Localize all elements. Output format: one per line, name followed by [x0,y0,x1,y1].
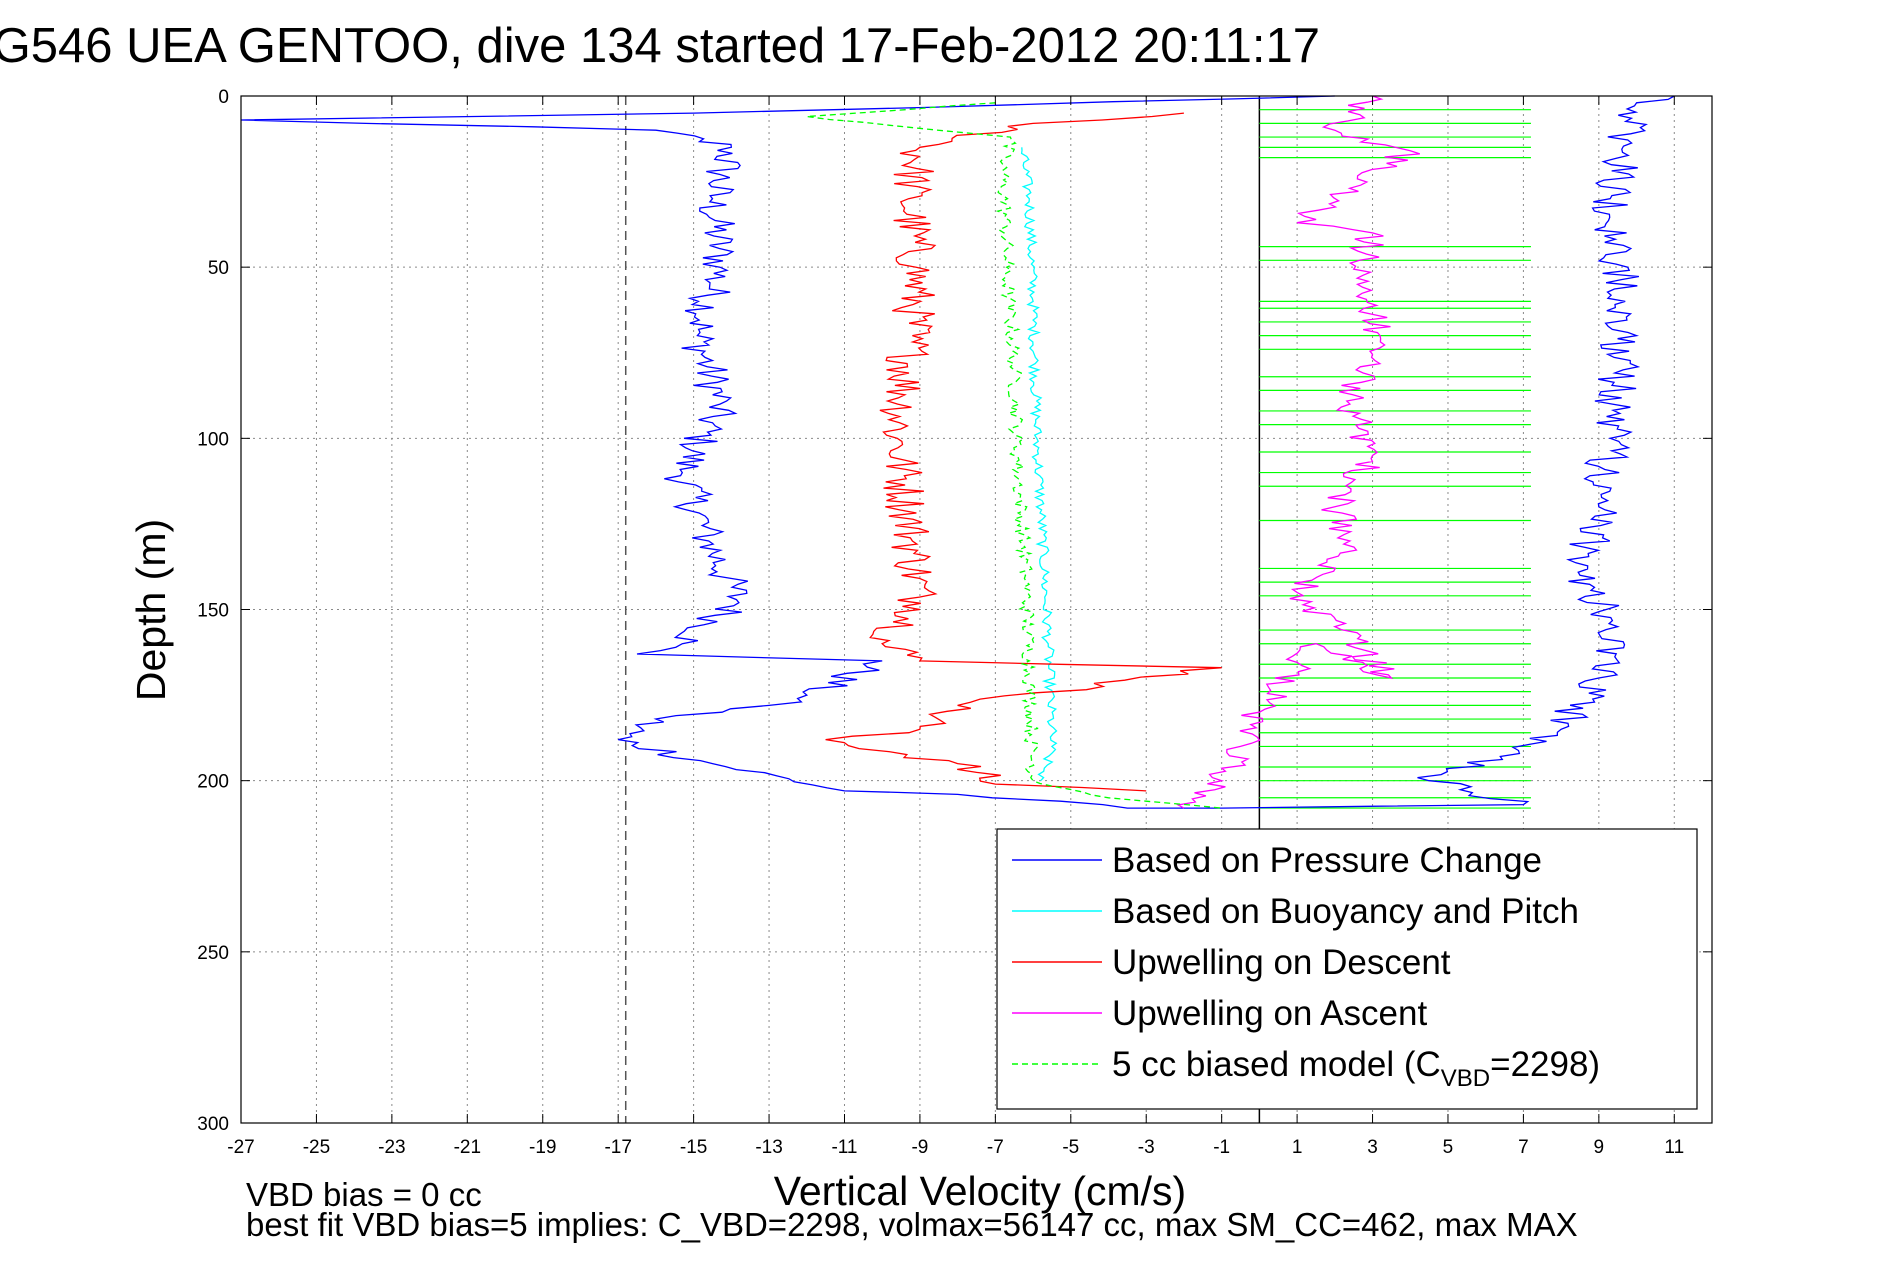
series-line-1 [240,95,1675,809]
x-tick-label: -13 [755,1137,782,1158]
model-hatch [1259,109,1531,809]
x-tick-label: -19 [529,1137,556,1158]
legend-label-text: Based on Pressure Change [1112,841,1542,880]
legend-label-2: Based on Buoyancy and Pitch [1112,892,1579,931]
series-line-4 [1176,95,1421,809]
y-tick-label: 300 [197,1114,229,1135]
x-tick-label: -7 [987,1137,1004,1158]
y-tick-label: 250 [197,943,229,964]
x-tick-label: -3 [1138,1137,1155,1158]
legend-label-subscript: VBD [1441,1065,1490,1092]
footer-line-2: best fit VBD bias=5 implies: C_VBD=2298,… [246,1206,1578,1243]
x-tick-label: -1 [1213,1137,1230,1158]
x-tick-label: -23 [378,1137,405,1158]
x-axis-label: Vertical Velocity (cm/s) [774,1168,1186,1214]
legend-box [996,828,1698,1110]
y-tick-label: 0 [218,87,229,108]
x-tick-label: 11 [1664,1137,1684,1158]
legend-label-3: Upwelling on Descent [1112,943,1451,982]
legend-label-text: Upwelling on Ascent [1112,994,1427,1033]
legend: Based on Pressure Change Based on Buoyanc… [996,828,1698,1110]
legend-label-4: Upwelling on Ascent [1112,994,1427,1033]
legend-label-tail: =2298) [1490,1045,1600,1084]
x-tick-label: -11 [831,1137,857,1158]
x-tick-label: 9 [1594,1137,1605,1158]
x-tick-label: 5 [1443,1137,1454,1158]
series-line-2 [1020,147,1058,782]
y-axis-label: Depth (m) [128,519,174,701]
series-line-3 [825,112,1222,792]
x-ticks: -27 -25 -23 -21 -19 -17 -15 -13 -11 -9 -7 -5 -3 -1 1 3 5… [227,96,1684,1158]
x-tick-label: -25 [303,1137,330,1158]
y-tick-label: 200 [197,772,229,793]
x-tick-label: -17 [604,1137,631,1158]
legend-label-text: 5 cc biased model (C [1112,1045,1441,1084]
x-tick-label: -27 [227,1137,254,1158]
legend-label-1: Based on Pressure Change [1112,841,1542,880]
footer-line-1: VBD bias = 0 cc [246,1176,482,1213]
x-tick-label: -5 [1062,1137,1079,1158]
x-tick-label: 7 [1518,1137,1529,1158]
series-group [240,95,1675,809]
y-tick-label: 100 [197,429,229,450]
chart-title: SG546 UEA GENTOO, dive 134 started 17-Fe… [0,19,1320,73]
y-tick-label: 150 [197,601,229,622]
y-ticks: 0 50 100 150 200 250 300 [197,87,1712,1135]
x-tick-label: 1 [1292,1137,1303,1158]
x-tick-label: 3 [1367,1137,1378,1158]
legend-label-text: Upwelling on Descent [1112,943,1451,982]
x-tick-label: -21 [454,1137,481,1158]
legend-label-5: 5 cc biased model (CVBD=2298) [1112,1045,1600,1092]
x-tick-label: -9 [911,1137,928,1158]
x-tick-label: -15 [680,1137,707,1158]
series-line-5 [806,102,1222,809]
y-tick-label: 50 [208,258,229,279]
legend-label-text: Based on Buoyancy and Pitch [1112,892,1579,931]
